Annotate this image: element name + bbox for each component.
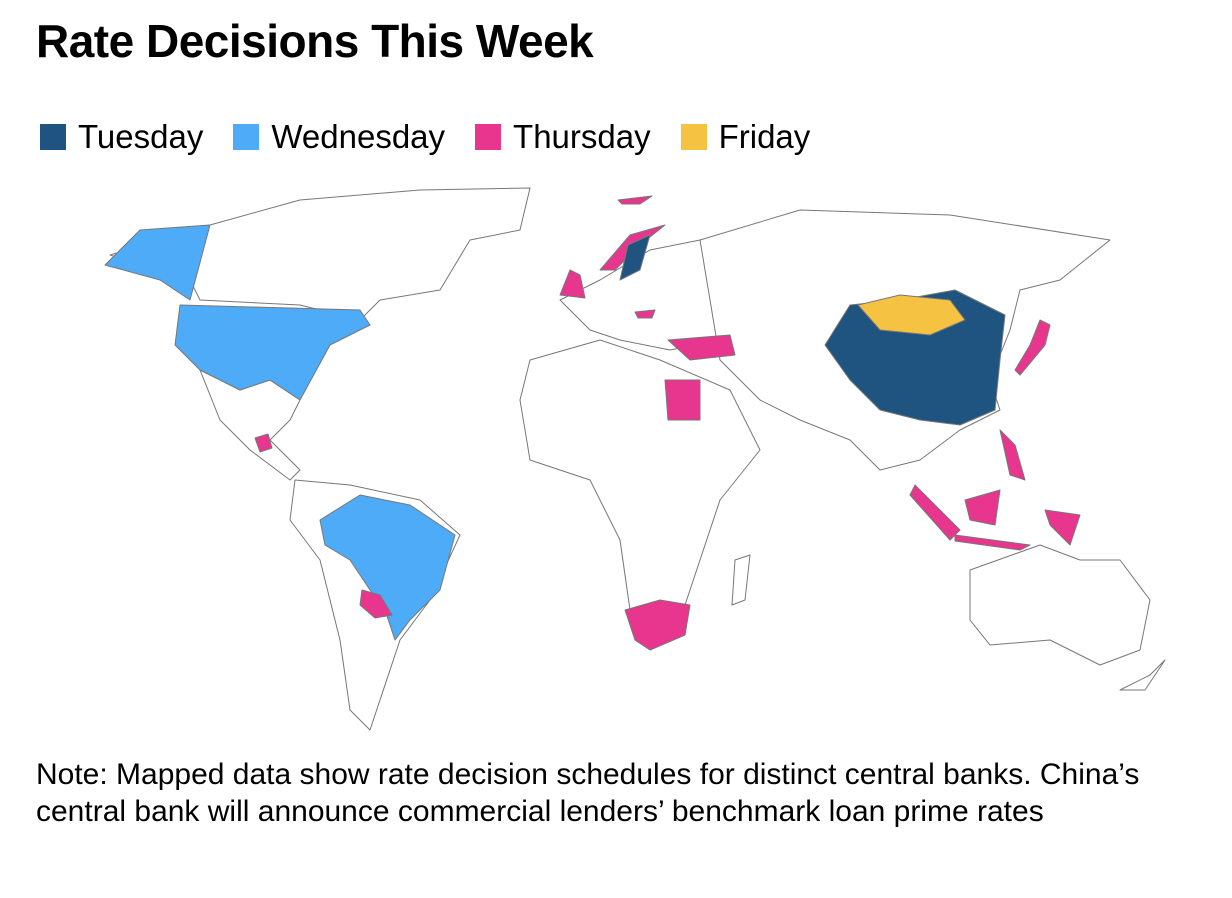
land [731,554,751,606]
world-map [104,187,1166,731]
legend-item: Tuesday [40,118,203,156]
legend-item: Wednesday [233,118,445,156]
country [174,304,371,401]
legend-label: Friday [718,118,811,155]
land [519,339,761,651]
legend-swatch [233,124,260,150]
legend-label: Wednesday [271,118,446,155]
country [999,429,1026,481]
legend-label: Tuesday [78,118,204,155]
country [664,379,701,421]
land [1119,659,1166,691]
country [254,433,273,453]
land [109,187,531,321]
country [104,224,211,301]
legend: Tuesday Wednesday Thursday Friday [40,118,810,156]
country [1044,509,1081,546]
country [319,494,456,641]
country [619,234,651,281]
country [617,195,653,205]
legend-item: Thursday [475,118,651,156]
country [559,269,586,299]
country [624,599,691,651]
legend-swatch [475,124,502,150]
country [909,484,961,541]
country [1014,319,1051,376]
note: Note: Mapped data show rate decision sch… [36,758,1140,828]
country [634,309,656,319]
country [954,534,1031,551]
legend-swatch [680,124,707,150]
country [359,589,393,619]
legend-item: Friday [680,118,811,156]
country [857,294,966,336]
legend-label: Thursday [513,118,651,155]
land [969,544,1151,666]
legend-swatch [40,124,66,150]
title: Rate Decisions This Week [36,15,594,67]
country [667,334,736,361]
country [964,489,1001,526]
